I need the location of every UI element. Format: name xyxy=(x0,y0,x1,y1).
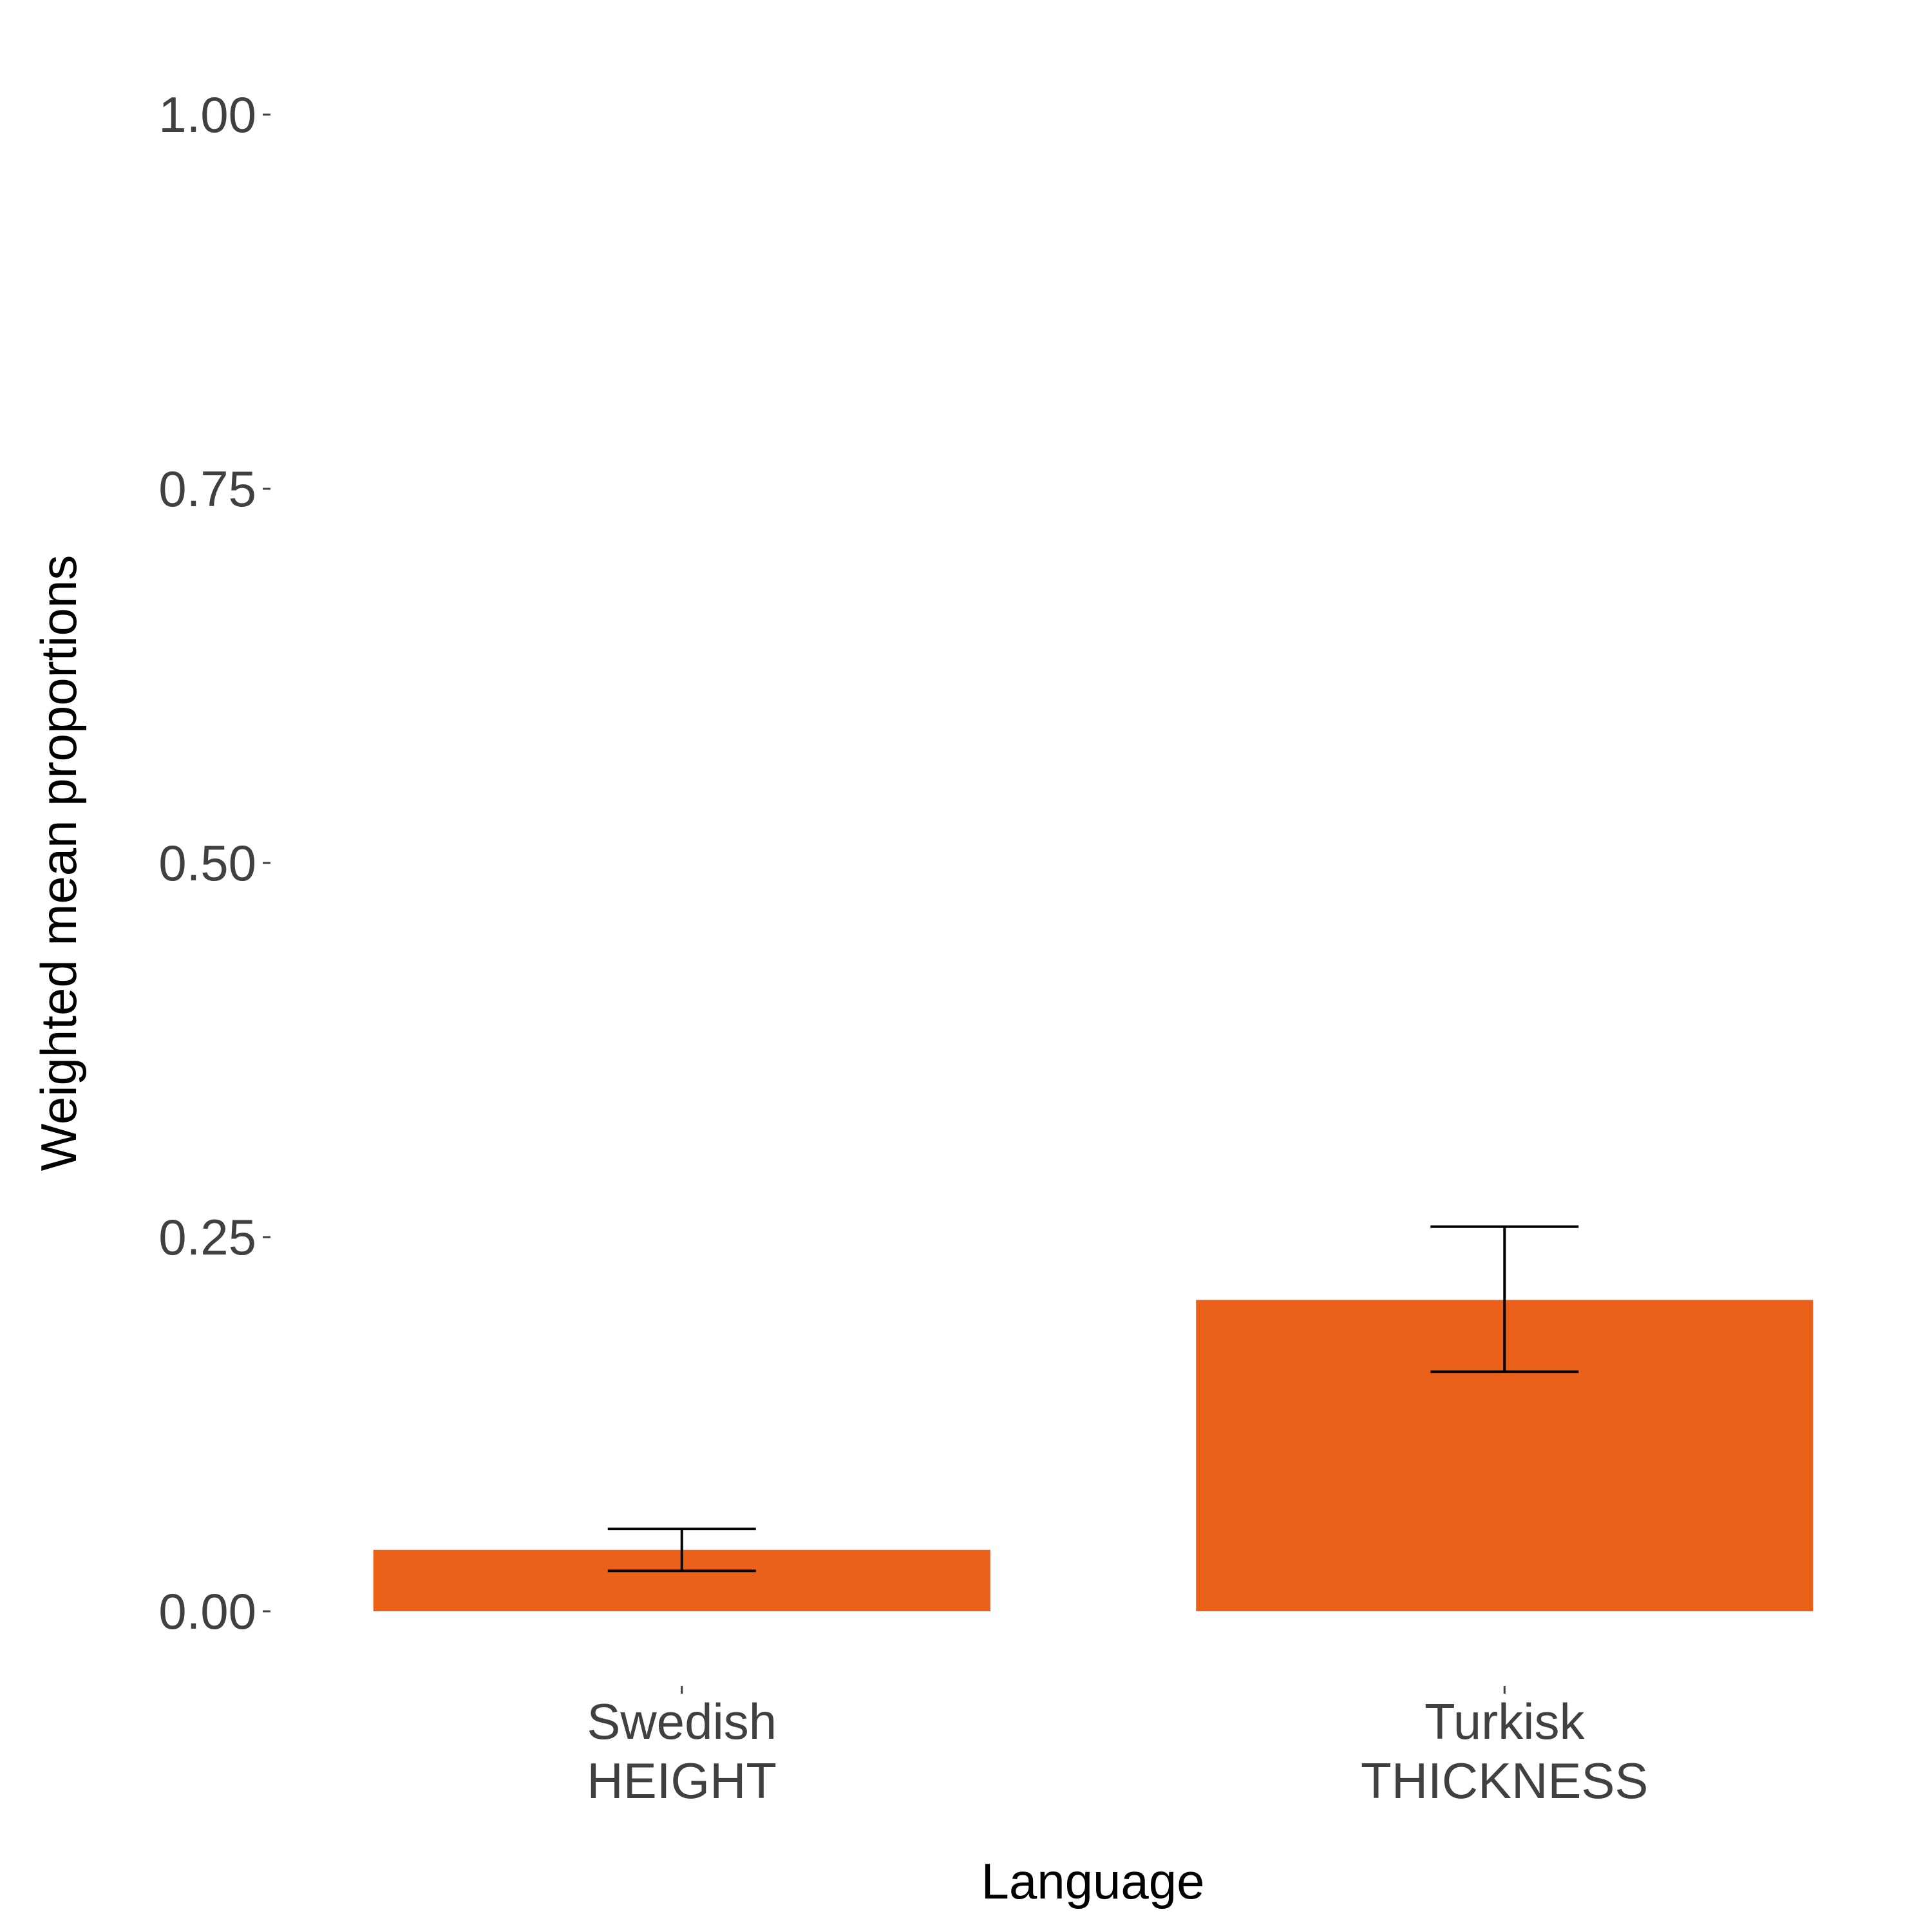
x-axis: Swedish HEIGHT Turkisk THICKNESS xyxy=(587,1686,1648,1809)
y-tick-label: 0.25 xyxy=(158,1209,256,1265)
x-tick-label-line: Turkisk xyxy=(1425,1693,1585,1750)
x-tick-label: Swedish HEIGHT xyxy=(587,1693,777,1809)
y-axis: 0.00 0.25 0.50 0.75 1.00 xyxy=(158,86,270,1640)
bars xyxy=(373,1300,1814,1611)
y-tick-label: 1.00 xyxy=(158,86,256,143)
y-tick-label: 0.50 xyxy=(158,835,256,891)
x-tick-label-line: THICKNESS xyxy=(1361,1752,1648,1809)
y-tick-label: 0.00 xyxy=(158,1583,256,1640)
y-tick-label: 0.75 xyxy=(158,460,256,517)
x-tick-label-line: Swedish xyxy=(587,1693,777,1750)
x-axis-title: Language xyxy=(981,1853,1204,1909)
x-tick-label: Turkisk THICKNESS xyxy=(1361,1693,1648,1809)
y-axis-title: Weighted mean proportions xyxy=(30,555,87,1171)
x-tick-label-line: HEIGHT xyxy=(587,1752,777,1809)
error-bars xyxy=(607,1225,1579,1573)
